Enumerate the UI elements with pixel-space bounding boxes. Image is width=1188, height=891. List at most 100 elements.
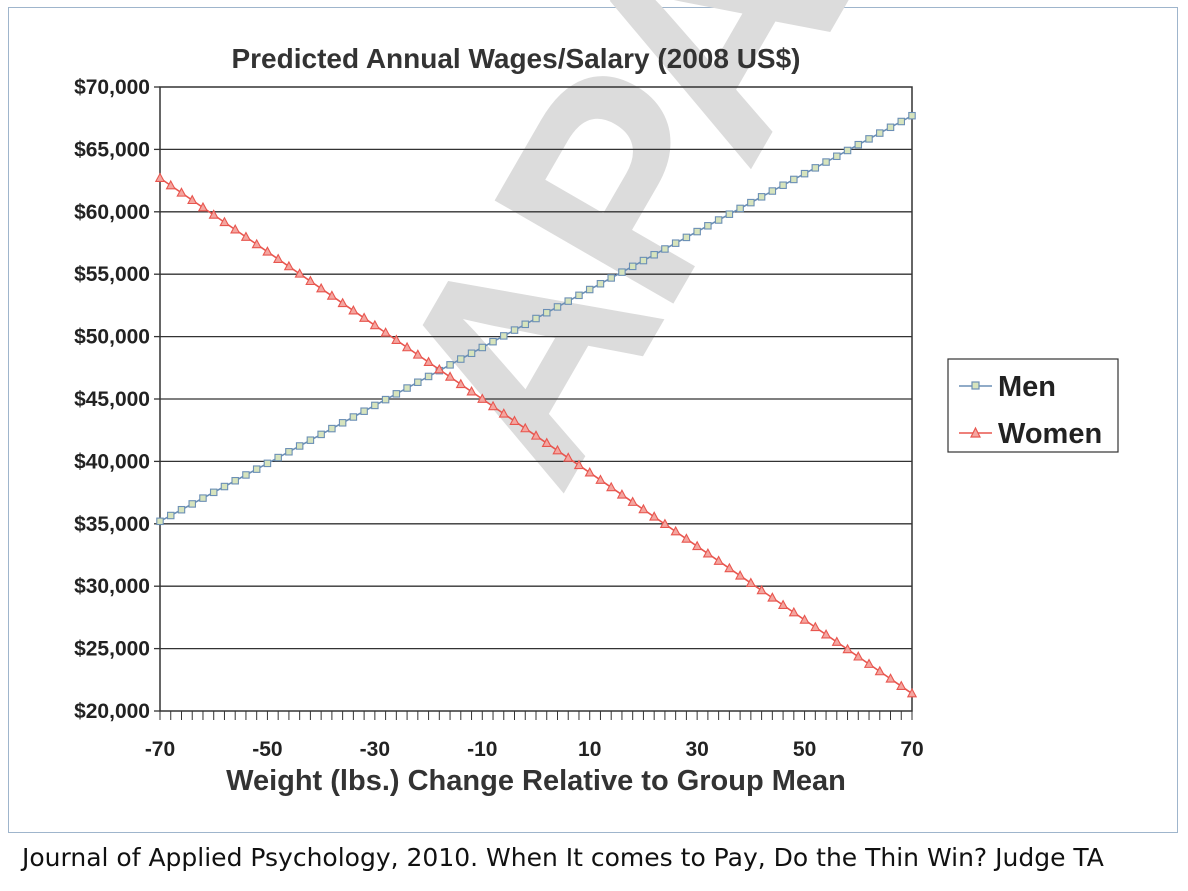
data-point-men bbox=[553, 303, 562, 311]
data-point-men bbox=[446, 361, 454, 369]
data-point-women bbox=[638, 503, 649, 514]
data-point-men bbox=[757, 193, 766, 201]
data-point-women bbox=[348, 304, 359, 315]
data-point-women bbox=[251, 238, 262, 249]
data-point-women bbox=[681, 533, 692, 543]
data-point-women bbox=[767, 592, 778, 602]
citation-caption: Journal of Applied Psychology, 2010. Whe… bbox=[22, 843, 1104, 872]
data-point-women bbox=[520, 422, 531, 433]
data-point-women bbox=[444, 371, 456, 381]
x-tick-label: 30 bbox=[685, 738, 708, 761]
data-point-women bbox=[240, 231, 252, 241]
data-point-men bbox=[478, 343, 487, 352]
data-point-men bbox=[521, 320, 530, 329]
data-point-women bbox=[187, 194, 198, 205]
data-point-women bbox=[627, 496, 638, 506]
data-point-women bbox=[391, 334, 402, 344]
data-point-men bbox=[199, 494, 207, 502]
data-point-men bbox=[500, 332, 508, 340]
data-point-women bbox=[853, 651, 864, 661]
data-point-women bbox=[584, 466, 595, 477]
data-point-women bbox=[906, 687, 918, 698]
data-point-men bbox=[671, 239, 680, 247]
data-point-men bbox=[166, 511, 175, 520]
data-point-men bbox=[865, 135, 873, 143]
data-point-men bbox=[338, 419, 347, 427]
data-point-women bbox=[176, 187, 187, 197]
data-point-women bbox=[477, 393, 488, 403]
data-point-men bbox=[532, 314, 540, 323]
data-point-women bbox=[294, 268, 305, 278]
data-point-men bbox=[596, 279, 605, 288]
data-point-women bbox=[713, 555, 724, 565]
data-point-men bbox=[886, 123, 895, 132]
data-point-women bbox=[896, 680, 907, 691]
data-point-women bbox=[337, 297, 348, 308]
data-point-women bbox=[401, 341, 413, 352]
data-point-women bbox=[273, 253, 284, 263]
data-point-men bbox=[349, 413, 358, 421]
data-point-women bbox=[573, 459, 585, 470]
data-point-men bbox=[381, 395, 390, 404]
data-point-women bbox=[724, 562, 735, 573]
data-point-women bbox=[756, 584, 767, 595]
data-point-men bbox=[897, 117, 906, 126]
data-point-women bbox=[369, 319, 380, 330]
data-point-women bbox=[434, 363, 445, 374]
data-point-men bbox=[876, 129, 884, 137]
data-point-women bbox=[885, 673, 896, 683]
data-point-women bbox=[487, 400, 499, 411]
data-point-men bbox=[725, 210, 734, 218]
data-point-women bbox=[509, 415, 520, 425]
legend-men-marker bbox=[971, 381, 980, 390]
data-point-women bbox=[530, 430, 542, 440]
data-point-men bbox=[467, 349, 476, 358]
data-point-women bbox=[702, 547, 714, 558]
data-point-men bbox=[714, 216, 723, 224]
data-point-men bbox=[242, 471, 250, 479]
data-point-women bbox=[498, 408, 509, 418]
data-point-men bbox=[564, 297, 572, 305]
data-point-men bbox=[822, 158, 830, 166]
data-point-women bbox=[874, 665, 885, 676]
x-axis-title: Weight (lbs.) Change Relative to Group M… bbox=[226, 765, 846, 797]
y-tick-label: $65,000 bbox=[74, 138, 150, 161]
data-point-women bbox=[326, 290, 338, 300]
data-point-men bbox=[779, 181, 787, 189]
data-point-men bbox=[843, 146, 852, 155]
data-point-men bbox=[585, 285, 594, 294]
data-point-women bbox=[563, 452, 574, 462]
data-point-women bbox=[595, 474, 606, 484]
data-point-women bbox=[283, 260, 295, 271]
data-point-women bbox=[541, 437, 552, 448]
data-point-men bbox=[403, 384, 411, 392]
x-tick-label: -70 bbox=[145, 738, 175, 761]
data-point-women bbox=[863, 658, 875, 668]
data-point-men bbox=[371, 401, 379, 410]
data-point-men bbox=[188, 500, 196, 508]
x-tick-label: 50 bbox=[793, 738, 816, 761]
data-point-women bbox=[423, 356, 434, 367]
data-point-men bbox=[628, 262, 637, 271]
y-tick-label: $35,000 bbox=[74, 513, 150, 536]
data-point-men bbox=[747, 198, 755, 207]
data-point-women bbox=[692, 540, 703, 551]
data-point-men bbox=[854, 140, 863, 149]
data-point-men bbox=[231, 476, 239, 485]
data-point-men bbox=[575, 291, 583, 300]
data-point-women bbox=[230, 223, 241, 234]
data-point-men bbox=[414, 378, 422, 386]
legend: Men Women bbox=[947, 358, 1119, 453]
x-tick-label: -50 bbox=[252, 738, 282, 761]
data-point-men bbox=[811, 164, 820, 172]
data-point-women bbox=[670, 525, 681, 536]
data-point-men bbox=[285, 448, 293, 456]
data-point-men bbox=[736, 204, 744, 213]
data-point-men bbox=[639, 256, 648, 265]
data-point-men bbox=[306, 436, 315, 444]
chart-title: Predicted Annual Wages/Salary (2008 US$) bbox=[231, 43, 800, 74]
data-point-men bbox=[650, 251, 658, 259]
data-point-men bbox=[542, 308, 551, 317]
data-point-women bbox=[820, 628, 832, 639]
